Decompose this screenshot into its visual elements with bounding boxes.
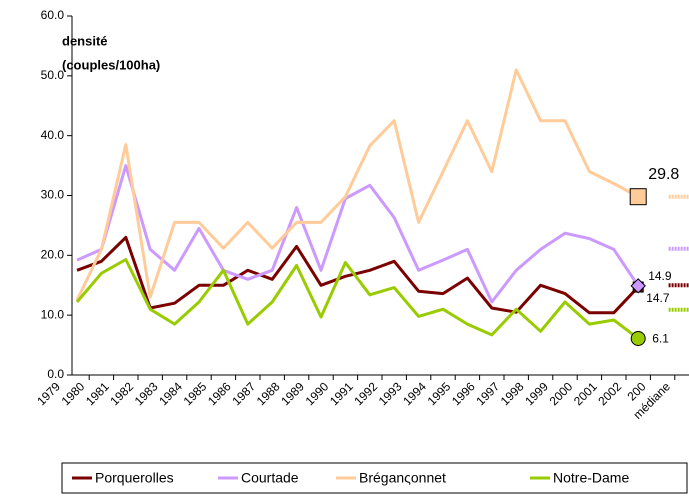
y-tick-label: 10.0 [41, 307, 65, 321]
x-tick-label: 2000 [547, 379, 576, 408]
y-tick-label: 40.0 [41, 128, 65, 142]
x-tick-label: 1988 [254, 379, 283, 408]
legend-label: Courtade [241, 470, 299, 486]
point-marker [630, 331, 646, 347]
x-tick-label: 1984 [156, 379, 185, 408]
x-tick-label: 2001 [571, 379, 600, 408]
data-label: 14.7 [646, 291, 670, 305]
data-label: 6.1 [652, 332, 669, 346]
series-line [76, 235, 640, 315]
x-tick-label: 1982 [107, 379, 136, 408]
point-marker [630, 278, 646, 294]
x-tick-label: 1993 [376, 379, 405, 408]
x-tick-label: 1994 [400, 379, 429, 408]
y-axis-label: densité [62, 33, 108, 48]
x-tick-label: 1987 [229, 379, 258, 408]
legend-label: Porquerolles [95, 470, 174, 486]
x-tick-label: 1989 [278, 379, 307, 408]
point-marker [629, 188, 647, 206]
legend-label: Notre-Dame [553, 470, 629, 486]
x-tick-label: 1997 [473, 379, 502, 408]
legend-box [61, 462, 688, 494]
x-tick-label: 1990 [303, 379, 332, 408]
y-axis-label: (couples/100ha) [62, 57, 160, 72]
series-line [75, 68, 639, 301]
y-tick-label: 30.0 [41, 188, 65, 202]
x-tick-label: 1992 [351, 379, 380, 408]
x-tick-label: 1998 [498, 379, 527, 408]
x-tick-label: 1983 [132, 379, 161, 408]
y-tick-label: 20.0 [41, 248, 65, 262]
x-tick-label: 1996 [449, 379, 478, 408]
x-tick-label: 1991 [327, 379, 356, 408]
data-label: 29.8 [648, 166, 679, 183]
series-line [76, 164, 640, 304]
x-tick-label: 1985 [181, 379, 210, 408]
x-tick-label: 2002 [595, 379, 624, 408]
y-tick-label: 50.0 [41, 68, 65, 82]
x-tick-label: 1981 [83, 379, 112, 408]
legend-label: Bréganςonnet [359, 470, 446, 486]
data-label: 14.9 [648, 269, 672, 283]
series-line [75, 258, 640, 340]
x-tick-label: 1979 [34, 379, 63, 408]
x-tick-label: 1986 [205, 379, 234, 408]
x-tick-label: 1999 [522, 379, 551, 408]
x-tick-label: 1995 [425, 379, 454, 408]
y-tick-label: 0.0 [47, 367, 64, 381]
x-tick-label: 1980 [59, 379, 88, 408]
y-tick-label: 60.0 [41, 8, 65, 22]
